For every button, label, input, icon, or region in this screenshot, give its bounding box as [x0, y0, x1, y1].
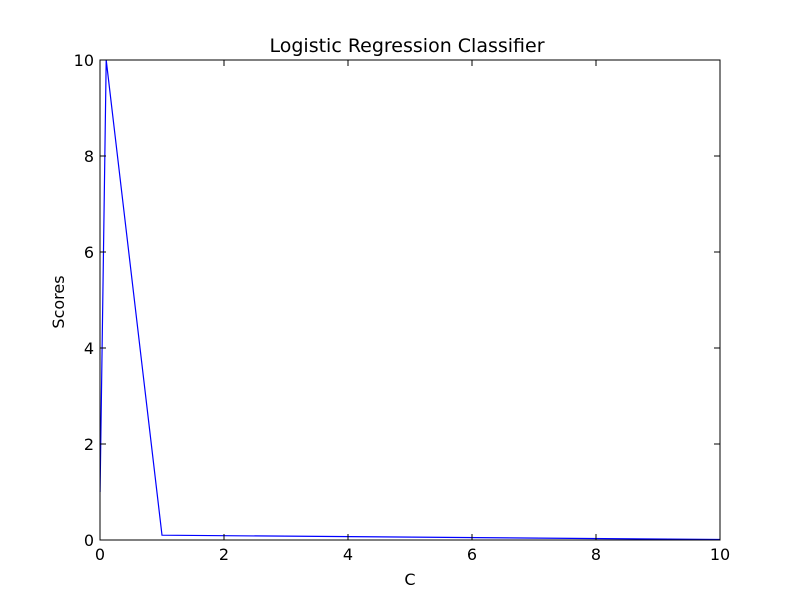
y-tick-label: 0 — [84, 531, 94, 550]
plot-frame — [99, 59, 721, 541]
chart-title: Logistic Regression Classifier — [269, 35, 544, 57]
y-axis-label: Scores — [49, 275, 68, 328]
x-axis-label: C — [404, 570, 415, 589]
y-tick-label: 10 — [74, 51, 94, 70]
y-tick-label: 2 — [84, 435, 94, 454]
axis-ticks: 0 2 4 6 8 10 0 2 4 6 8 10 — [74, 51, 731, 564]
y-tick-label: 8 — [84, 147, 94, 166]
x-tick-label: 2 — [219, 545, 229, 564]
plot-area — [99, 59, 721, 541]
x-tick-label: 10 — [710, 545, 730, 564]
x-tick-label: 6 — [467, 545, 477, 564]
x-tick-label: 8 — [591, 545, 601, 564]
series-line-0 — [99, 59, 721, 541]
y-tick-label: 6 — [84, 243, 94, 262]
y-tick-label: 4 — [84, 339, 94, 358]
x-tick-label: 4 — [343, 545, 353, 564]
x-tick-label: 0 — [95, 545, 105, 564]
